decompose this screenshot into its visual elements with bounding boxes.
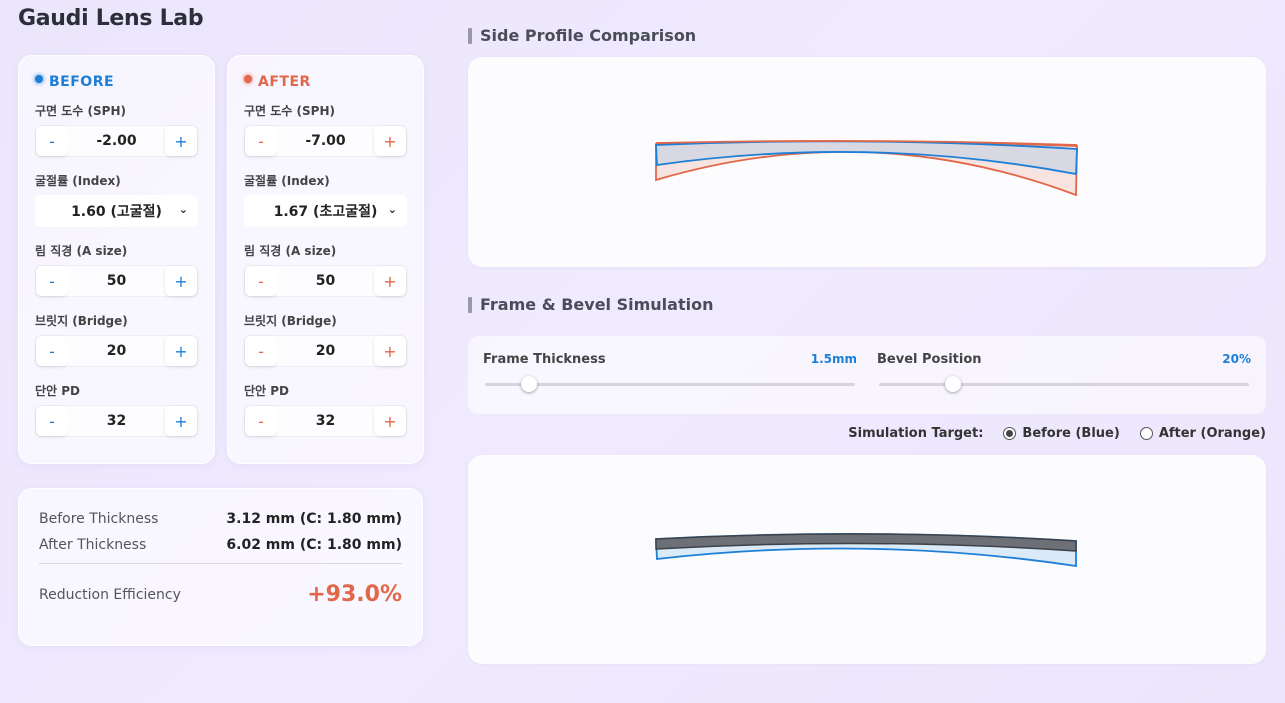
before-bridge-plus-button[interactable]: +: [165, 336, 197, 366]
after-asize-plus-button[interactable]: +: [374, 266, 406, 296]
results-divider: [39, 563, 402, 564]
chevron-down-icon: ⌄: [387, 203, 397, 216]
before-thickness-row: Before Thickness 3.12 mm (C: 1.80 mm): [39, 511, 402, 527]
after-thickness-label: After Thickness: [39, 537, 147, 553]
after-sph-plus-button[interactable]: +: [374, 126, 406, 156]
profile-title: Side Profile Comparison: [480, 26, 697, 45]
frame-thickness-value: 1.5mm: [810, 352, 857, 366]
before-bridge-minus-button[interactable]: -: [36, 336, 68, 366]
bevel-position-group: Bevel Position 20%: [877, 352, 1251, 414]
before-index-label: 굴절률 (Index): [35, 174, 121, 188]
simulation-target: Simulation Target: Before (Blue) After (…: [848, 426, 1266, 441]
slider-panel: Frame Thickness 1.5mm Bevel Position 20%: [468, 336, 1266, 414]
after-header-label: AFTER: [258, 74, 311, 90]
after-pd-input[interactable]: 32: [277, 406, 374, 436]
after-params-card: AFTER 구면 도수 (SPH) - -7.00 + 굴절률 (Index) …: [227, 55, 424, 464]
after-pd-stepper: - 32 +: [244, 405, 407, 437]
before-params-card: BEFORE 구면 도수 (SPH) - -2.00 + 굴절률 (Index)…: [18, 55, 215, 464]
section-bar-icon: [468, 27, 472, 44]
before-pd-label: 단안 PD: [35, 384, 81, 398]
after-sph-label: 구면 도수 (SPH): [244, 104, 335, 118]
after-bridge-minus-button[interactable]: -: [245, 336, 277, 366]
efficiency-label: Reduction Efficiency: [39, 586, 181, 603]
after-sph-stepper: - -7.00 +: [244, 125, 407, 157]
chevron-down-icon: ⌄: [178, 203, 188, 216]
after-dot-icon: [244, 75, 252, 83]
after-header: AFTER: [244, 74, 407, 90]
frame-thickness-thumb[interactable]: [521, 376, 538, 392]
before-dot-icon: [35, 75, 43, 83]
before-asize-plus-button[interactable]: +: [165, 266, 197, 296]
after-index-select[interactable]: 1.67 (초고굴절) ⌄: [244, 195, 407, 227]
profile-section-title: Side Profile Comparison: [468, 26, 696, 45]
after-sph-input[interactable]: -7.00: [277, 126, 374, 156]
bevel-position-thumb[interactable]: [945, 376, 961, 392]
frame-section-title: Frame & Bevel Simulation: [468, 295, 713, 314]
radio-after-circle[interactable]: [1139, 427, 1153, 440]
radio-before-circle[interactable]: [1003, 427, 1017, 440]
after-lens-front-edge: [655, 140, 1078, 146]
after-thickness-row: After Thickness 6.02 mm (C: 1.80 mm): [39, 537, 402, 553]
after-pd-label: 단안 PD: [244, 384, 290, 398]
bevel-position-value: 20%: [1222, 352, 1251, 366]
after-asize-minus-button[interactable]: -: [245, 266, 277, 296]
frame-thickness-label: Frame Thickness: [483, 352, 606, 367]
after-bridge-stepper: - 20 +: [244, 335, 407, 367]
after-asize-input[interactable]: 50: [277, 266, 374, 296]
before-sph-minus-button[interactable]: -: [36, 126, 68, 156]
after-asize-stepper: - 50 +: [244, 265, 407, 297]
after-bridge-label: 브릿지 (Bridge): [244, 314, 337, 328]
after-bridge-input[interactable]: 20: [277, 336, 374, 366]
before-sph-label: 구면 도수 (SPH): [35, 104, 126, 118]
before-bridge-input[interactable]: 20: [68, 336, 165, 366]
frame-thickness-slider[interactable]: [485, 376, 855, 392]
before-header: BEFORE: [35, 74, 198, 90]
profile-canvas: [468, 57, 1266, 267]
bevel-position-slider[interactable]: [879, 376, 1249, 392]
before-bridge-stepper: - 20 +: [35, 335, 198, 367]
after-pd-plus-button[interactable]: +: [374, 406, 406, 436]
before-index-value: 1.60 (고굴절): [71, 204, 162, 220]
after-bridge-plus-button[interactable]: +: [374, 336, 406, 366]
before-bridge-label: 브릿지 (Bridge): [35, 314, 128, 328]
before-pd-stepper: - 32 +: [35, 405, 198, 437]
after-thickness-value: 6.02 mm (C: 1.80 mm): [226, 537, 402, 553]
before-pd-input[interactable]: 32: [68, 406, 165, 436]
bevel-position-label: Bevel Position: [877, 352, 982, 367]
efficiency-value: +93.0%: [307, 582, 402, 607]
before-thickness-label: Before Thickness: [39, 511, 159, 527]
frame-svg: [655, 533, 1077, 568]
profile-svg: [655, 140, 1078, 197]
before-sph-stepper: - -2.00 +: [35, 125, 198, 157]
before-index-select[interactable]: 1.60 (고굴절) ⌄: [35, 195, 198, 227]
before-thickness-value: 3.12 mm (C: 1.80 mm): [226, 511, 402, 527]
app-title: Gaudi Lens Lab: [18, 6, 204, 31]
after-pd-minus-button[interactable]: -: [245, 406, 277, 436]
frame-title: Frame & Bevel Simulation: [480, 295, 714, 314]
results-card: Before Thickness 3.12 mm (C: 1.80 mm) Af…: [18, 488, 423, 646]
simulation-target-label: Simulation Target:: [848, 426, 984, 441]
before-pd-plus-button[interactable]: +: [165, 406, 197, 436]
section-bar-icon: [468, 296, 472, 313]
before-sph-plus-button[interactable]: +: [165, 126, 197, 156]
before-asize-stepper: - 50 +: [35, 265, 198, 297]
after-asize-label: 림 직경 (A size): [244, 244, 337, 258]
frame-canvas: [468, 455, 1266, 664]
before-asize-input[interactable]: 50: [68, 266, 165, 296]
after-index-value: 1.67 (초고굴절): [273, 204, 378, 220]
radio-after[interactable]: After (Orange): [1139, 426, 1266, 441]
radio-before[interactable]: Before (Blue): [1003, 426, 1120, 441]
after-index-label: 굴절률 (Index): [244, 174, 330, 188]
before-sph-input[interactable]: -2.00: [68, 126, 165, 156]
frame-thickness-group: Frame Thickness 1.5mm: [483, 352, 857, 414]
frame-band: [655, 533, 1077, 552]
before-asize-minus-button[interactable]: -: [36, 266, 68, 296]
before-pd-minus-button[interactable]: -: [36, 406, 68, 436]
radio-after-label: After (Orange): [1158, 426, 1266, 441]
after-sph-minus-button[interactable]: -: [245, 126, 277, 156]
before-asize-label: 림 직경 (A size): [35, 244, 128, 258]
before-header-label: BEFORE: [49, 74, 115, 90]
radio-before-label: Before (Blue): [1022, 426, 1120, 441]
efficiency-row: Reduction Efficiency +93.0%: [39, 582, 402, 607]
